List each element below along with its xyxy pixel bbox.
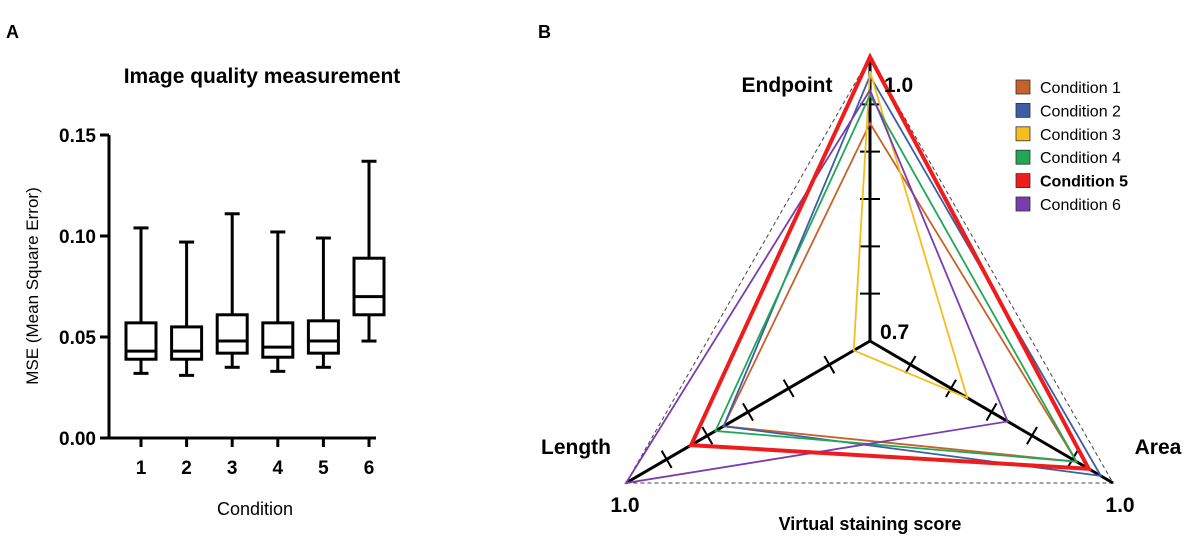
- legend-label: Condition 5: [1040, 174, 1128, 191]
- legend-swatch: [1015, 79, 1031, 95]
- radar-series: [624, 52, 1103, 485]
- legend-label: Condition 4: [1040, 150, 1121, 167]
- y-tick-label: 0.05: [59, 328, 96, 349]
- panel-label-a: A: [6, 22, 19, 42]
- radar-series-condition-5: [688, 52, 1093, 472]
- radar-max-label-length: 1.0: [610, 494, 639, 517]
- boxplot-x-ticks: 1 2 3 4 5 6: [136, 438, 375, 479]
- radar-axis-tick: [1066, 450, 1079, 469]
- box-condition-6: [352, 159, 386, 343]
- box-iqr: [170, 325, 204, 361]
- x-tick-label: 1: [136, 458, 147, 479]
- legend-label: Condition 1: [1040, 80, 1121, 97]
- legend-swatch: [1015, 126, 1031, 142]
- radar-center-label: 0.7: [880, 321, 909, 344]
- radar-max-label-endpoint: 1.0: [884, 74, 913, 97]
- legend-label: Condition 2: [1040, 103, 1121, 120]
- boxplot-panel: Image quality measurement MSE (Mean Squa…: [23, 65, 400, 519]
- panel-label-b: B: [538, 22, 551, 42]
- legend-swatch: [1015, 149, 1031, 165]
- legend-item: Condition 5: [1015, 173, 1128, 191]
- radar-max-label-area: 1.0: [1105, 494, 1134, 517]
- x-tick-label: 4: [273, 458, 284, 479]
- radar-axis-tick: [904, 355, 917, 374]
- y-tick-label: 0.00: [59, 429, 96, 450]
- box-iqr: [215, 313, 249, 355]
- legend-label: Condition 3: [1040, 127, 1121, 144]
- radar-panel: Endpoint Area Length 1.0 1.0 1.0 0.7 Vir…: [541, 52, 1182, 534]
- radar-axis-tick: [985, 402, 998, 422]
- radar-series-condition-1: [722, 121, 1079, 463]
- legend-item: Condition 4: [1015, 149, 1121, 167]
- box-condition-5: [306, 236, 340, 369]
- boxplot-y-axis-label: MSE (Mean Square Error): [23, 187, 42, 384]
- x-tick-label: 6: [364, 458, 375, 479]
- radar-axis-label-length: Length: [541, 436, 611, 459]
- x-tick-label: 5: [318, 458, 329, 479]
- radar-axis-tick: [945, 379, 957, 398]
- legend-label: Condition 6: [1040, 197, 1121, 214]
- legend-item: Condition 3: [1015, 126, 1121, 144]
- radar-axis-tick: [660, 450, 673, 469]
- y-tick-label: 0.15: [59, 126, 96, 147]
- legend-swatch: [1015, 103, 1031, 118]
- box-condition-4: [261, 230, 295, 373]
- boxplot-x-axis-label: Condition: [217, 499, 293, 519]
- box-iqr: [261, 321, 295, 359]
- radar-axis-tick: [823, 355, 836, 374]
- radar-axes: [625, 57, 1114, 485]
- legend-item: Condition 2: [1015, 103, 1121, 120]
- box-condition-2: [170, 240, 204, 377]
- box-iqr: [124, 321, 158, 361]
- y-tick-label: 0.10: [59, 227, 96, 248]
- legend-swatch: [1015, 196, 1031, 212]
- x-tick-label: 2: [181, 458, 192, 479]
- radar-axis-tick: [782, 379, 795, 398]
- legend-item: Condition 6: [1015, 196, 1121, 214]
- box-iqr: [352, 256, 386, 317]
- radar-axis-tick: [1026, 426, 1038, 445]
- boxplot-boxes: [124, 159, 386, 377]
- radar-legend: Condition 1 Condition 2 Condition 3 Conditi…: [1015, 79, 1128, 214]
- box-iqr: [306, 319, 340, 355]
- radar-x-axis-label: Virtual staining score: [779, 514, 962, 534]
- x-tick-label: 3: [227, 458, 238, 479]
- radar-series-condition-4: [714, 92, 1079, 463]
- radar-outer-dashed-triangle: [625, 55, 1114, 484]
- radar-outer-frame: [625, 55, 1114, 484]
- boxplot-y-ticks: 0.00 0.05 0.10 0.15: [59, 126, 109, 450]
- boxplot-title: Image quality measurement: [124, 65, 401, 88]
- box-condition-1: [124, 226, 158, 375]
- box-condition-3: [215, 212, 249, 369]
- radar-axis-tick: [742, 402, 754, 422]
- radar-axis-label-area: Area: [1135, 436, 1182, 459]
- legend-item: Condition 1: [1015, 79, 1121, 97]
- radar-axis-tick: [701, 426, 714, 445]
- radar-axis-label-endpoint: Endpoint: [742, 74, 833, 97]
- legend-swatch: [1015, 173, 1031, 189]
- radar-series-condition-6: [624, 88, 1009, 485]
- radar-series-condition-3: [852, 70, 969, 400]
